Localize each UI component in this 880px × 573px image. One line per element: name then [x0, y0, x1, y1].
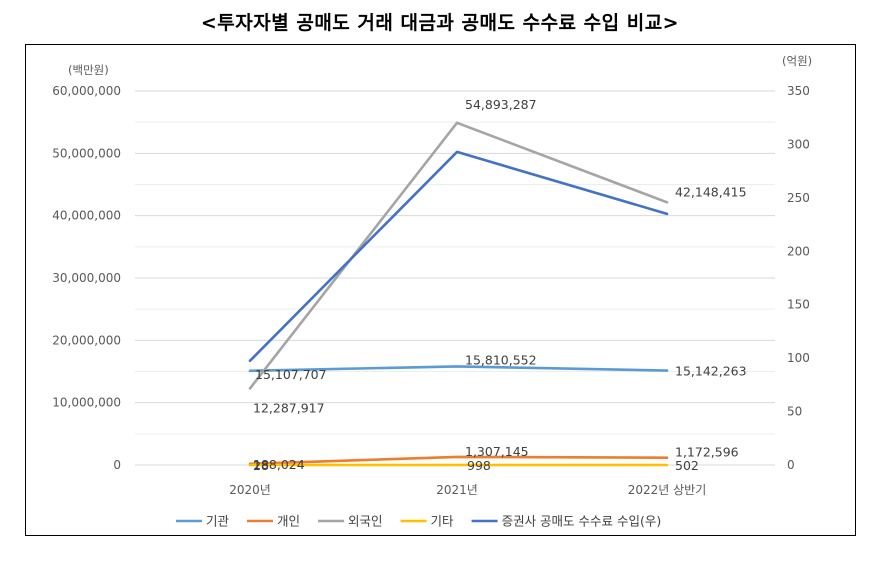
legend-label: 기관 [206, 514, 230, 529]
right-axis: 350 300 250 200 150 100 50 0 (억원) [782, 54, 812, 472]
right-tick-label: 200 [787, 244, 810, 258]
left-tick-label: 40,000,000 [52, 209, 121, 223]
right-tick-label: 150 [787, 298, 810, 312]
right-tick-label: 100 [787, 351, 810, 365]
right-tick-label: 50 [787, 405, 802, 419]
series-line-0 [248, 365, 669, 373]
left-tick-label: 50,000,000 [52, 146, 121, 160]
data-label: 42,148,415 [675, 184, 747, 199]
series-lines [248, 121, 669, 467]
data-label: 188,024 [253, 457, 305, 472]
data-label: 1,307,145 [465, 444, 529, 459]
chart-frame [25, 44, 856, 536]
data-label: 15,810,552 [465, 352, 537, 367]
left-tick-label: 60,000,000 [52, 84, 121, 98]
data-label: 54,893,287 [465, 97, 537, 112]
legend-label: 증권사 공매도 수수료 수입(우) [502, 514, 662, 529]
left-tick-label: 20,000,000 [52, 333, 121, 347]
gridlines [135, 90, 775, 466]
x-tick-label: 2020년 [229, 483, 271, 497]
right-axis-unit: (억원) [782, 54, 812, 68]
data-label: 15,142,263 [675, 364, 747, 379]
data-label: 28 [253, 458, 269, 473]
data-label: 15,107,707 [255, 367, 327, 382]
right-tick-label: 250 [787, 191, 810, 205]
x-tick-label: 2022년 상반기 [628, 483, 707, 497]
data-label: 502 [675, 458, 699, 473]
left-tick-label: 10,000,000 [52, 396, 121, 410]
chart-title: <투자자별 공매도 거래 대금과 공매도 수수료 수입 비교> [200, 12, 680, 34]
series-line-4 [248, 150, 669, 363]
series-line-1 [248, 455, 669, 466]
series-line-2 [248, 121, 669, 390]
left-axis: 60,000,000 50,000,000 40,000,000 30,000,000… [52, 63, 121, 472]
right-tick-label: 300 [787, 137, 810, 151]
data-labels: 15,107,707 15,810,552 15,142,263 188,024 1,3… [253, 97, 747, 473]
data-label: 998 [467, 458, 491, 473]
right-tick-label: 350 [787, 84, 810, 98]
right-tick-label: 0 [787, 458, 795, 472]
legend-label: 기타 [431, 514, 455, 529]
legend-label: 외국인 [348, 514, 383, 529]
left-tick-label: 0 [113, 458, 121, 472]
legend: 기관 개인 외국인 기타 증권사 공매도 수수료 수입(우) [176, 514, 661, 529]
data-label: 1,172,596 [675, 445, 739, 460]
legend-label: 개인 [277, 514, 300, 529]
left-tick-label: 30,000,000 [52, 271, 121, 285]
x-axis: 2020년 2021년 2022년 상반기 [229, 483, 706, 497]
data-label: 12,287,917 [253, 400, 325, 415]
x-tick-label: 2021년 [436, 483, 478, 497]
left-axis-unit: (백만원) [68, 63, 109, 77]
